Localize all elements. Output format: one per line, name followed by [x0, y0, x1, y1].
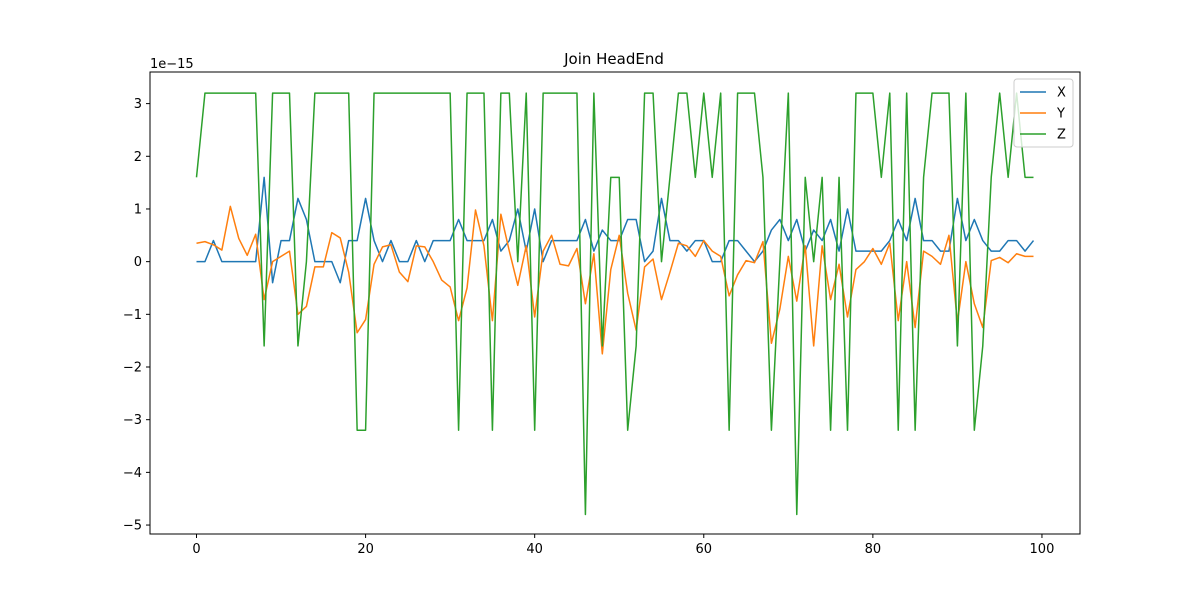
x-tick-label: 60	[695, 542, 712, 557]
legend-label-y: Y	[1056, 107, 1065, 122]
chart-title: Join HeadEnd	[563, 50, 664, 68]
x-tick-label: 100	[1030, 542, 1055, 557]
y-offset-label: 1e−15	[150, 57, 194, 72]
legend-label-x: X	[1057, 86, 1066, 101]
series-layer	[195, 92, 1035, 516]
legend: XYZ	[1013, 78, 1074, 148]
x-tick-label: 40	[526, 542, 543, 557]
series-line-z	[195, 92, 1034, 516]
y-tick-label: −3	[123, 413, 142, 428]
y-tick-label: −2	[123, 361, 142, 376]
y-tick-label: −5	[123, 519, 142, 534]
y-tick-label: 3	[134, 97, 142, 112]
y-tick-label: −1	[123, 308, 142, 323]
y-tick-label: 0	[134, 255, 142, 270]
series-line-x	[196, 176, 1035, 284]
y-tick-label: −4	[123, 466, 142, 481]
x-axis: 0 20 40 60 80 100	[192, 534, 1054, 557]
x-tick-label: 0	[192, 542, 200, 557]
y-tick-label: 1	[134, 202, 142, 217]
y-tick-label: 2	[134, 150, 142, 165]
x-tick-label: 20	[357, 542, 374, 557]
plot-frame	[149, 71, 1081, 535]
y-axis: −5 −4 −3 −2 −1 0 1 2 3	[123, 97, 150, 534]
legend-label-z: Z	[1057, 128, 1066, 143]
x-tick-label: 80	[865, 542, 882, 557]
